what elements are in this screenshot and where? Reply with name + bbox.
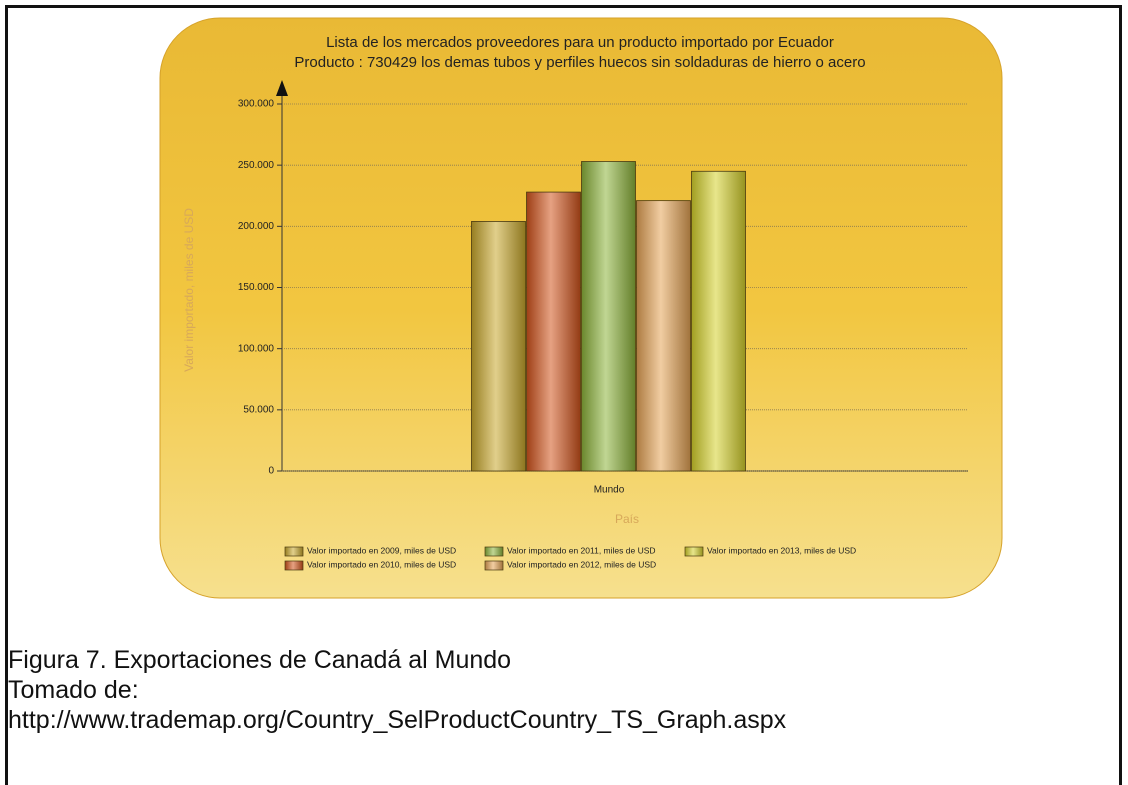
bar [691, 170, 746, 472]
legend-label: Valor importado en 2011, miles de USD [507, 545, 656, 555]
y-axis-arrow [276, 80, 288, 96]
chart-subtitle: Producto : 730429 los demas tubos y perf… [294, 54, 865, 71]
legend-swatch [484, 560, 504, 571]
legend-label: Valor importado en 2012, miles de USD [507, 559, 656, 569]
bar [636, 200, 691, 472]
bar [526, 191, 581, 472]
y-tick-label: 300.000 [238, 99, 275, 110]
y-tick-label: 50.000 [243, 404, 274, 415]
chart-title: Lista de los mercados proveedores para u… [326, 34, 834, 51]
x-axis-label: País [615, 512, 639, 526]
y-tick-label: 100.000 [238, 343, 275, 354]
y-axis-label: Valor importado, miles de USD [182, 208, 196, 372]
legend-label: Valor importado en 2013, miles de USD [707, 545, 856, 555]
y-tick-label: 200.000 [238, 221, 275, 232]
caption-line: Tomado de: [8, 676, 139, 704]
y-tick-label: 150.000 [238, 282, 275, 293]
legend-swatch [284, 546, 304, 557]
y-tick-label: 250.000 [238, 160, 275, 171]
legend-label: Valor importado en 2010, miles de USD [307, 559, 456, 569]
x-tick-label: Mundo [594, 485, 625, 496]
figure-frame [5, 5, 1122, 785]
legend-swatch [684, 546, 704, 557]
legend-swatch [484, 546, 504, 557]
bar [581, 161, 636, 472]
legend-swatch [284, 560, 304, 571]
legend-label: Valor importado en 2009, miles de USD [307, 545, 456, 555]
chart-panel [159, 17, 1003, 599]
caption-line: Figura 7. Exportaciones de Canadá al Mun… [8, 646, 512, 674]
caption-link: http://www.trademap.org/Country_SelProdu… [8, 706, 787, 734]
bar [471, 221, 526, 472]
y-tick-label: 0 [268, 466, 274, 477]
